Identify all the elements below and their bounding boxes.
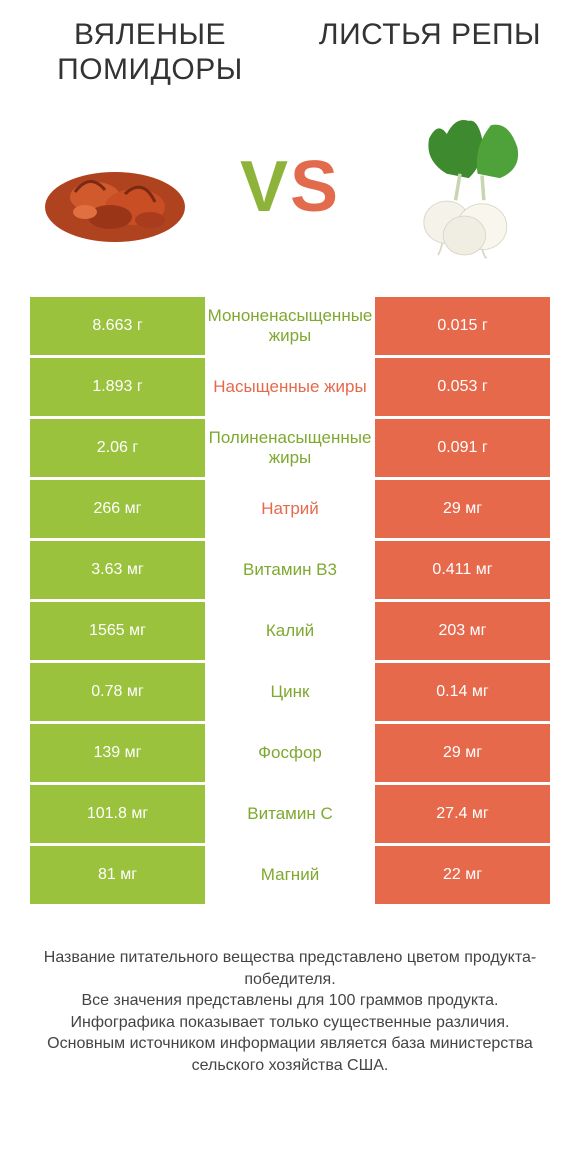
right-value-cell: 0.411 мг xyxy=(375,541,550,599)
nutrient-name-cell: Насыщенные жиры xyxy=(205,358,375,416)
nutrient-name-cell: Калий xyxy=(205,602,375,660)
left-value-cell: 2.06 г xyxy=(30,419,205,477)
left-product-image xyxy=(30,97,210,277)
table-row: 0.78 мгЦинк0.14 мг xyxy=(30,663,550,721)
right-product-image xyxy=(370,97,550,277)
table-row: 2.06 гПолиненасыщенные жиры0.091 г xyxy=(30,419,550,477)
table-row: 266 мгНатрий29 мг xyxy=(30,480,550,538)
footer-line: Основным источником информации является … xyxy=(30,1033,550,1076)
left-value-cell: 8.663 г xyxy=(30,297,205,355)
left-value-cell: 0.78 мг xyxy=(30,663,205,721)
right-value-cell: 0.015 г xyxy=(375,297,550,355)
footer-notes: Название питательного вещества представл… xyxy=(30,947,550,1077)
left-value-cell: 81 мг xyxy=(30,846,205,904)
footer-line: Инфографика показывает только существенн… xyxy=(30,1012,550,1034)
dried-tomato-icon xyxy=(35,112,205,262)
right-value-cell: 29 мг xyxy=(375,480,550,538)
comparison-table: 8.663 гМононенасыщенные жиры0.015 г1.893… xyxy=(30,297,550,907)
right-value-cell: 203 мг xyxy=(375,602,550,660)
right-value-cell: 0.14 мг xyxy=(375,663,550,721)
nutrient-name-cell: Витамин C xyxy=(205,785,375,843)
nutrient-name-cell: Мононенасыщенные жиры xyxy=(205,297,375,355)
right-value-cell: 0.053 г xyxy=(375,358,550,416)
table-row: 81 мгМагний22 мг xyxy=(30,846,550,904)
right-value-cell: 0.091 г xyxy=(375,419,550,477)
table-row: 1565 мгКалий203 мг xyxy=(30,602,550,660)
nutrient-name-cell: Полиненасыщенные жиры xyxy=(205,419,375,477)
vs-s: S xyxy=(290,147,340,227)
right-value-cell: 22 мг xyxy=(375,846,550,904)
vs-v: V xyxy=(240,147,290,227)
images-row: VS xyxy=(0,87,580,297)
right-product-title: ЛИСТЬЯ РЕПЫ xyxy=(310,18,550,87)
left-value-cell: 3.63 мг xyxy=(30,541,205,599)
left-value-cell: 1.893 г xyxy=(30,358,205,416)
table-row: 3.63 мгВитамин B30.411 мг xyxy=(30,541,550,599)
nutrient-name-cell: Фосфор xyxy=(205,724,375,782)
table-row: 139 мгФосфор29 мг xyxy=(30,724,550,782)
table-row: 8.663 гМононенасыщенные жиры0.015 г xyxy=(30,297,550,355)
left-value-cell: 101.8 мг xyxy=(30,785,205,843)
left-value-cell: 266 мг xyxy=(30,480,205,538)
table-row: 1.893 гНасыщенные жиры0.053 г xyxy=(30,358,550,416)
turnip-icon xyxy=(375,112,545,262)
left-value-cell: 139 мг xyxy=(30,724,205,782)
nutrient-name-cell: Магний xyxy=(205,846,375,904)
header: ВЯЛЕНЫЕ ПОМИДОРЫ ЛИСТЬЯ РЕПЫ xyxy=(0,0,580,87)
nutrient-name-cell: Витамин B3 xyxy=(205,541,375,599)
table-row: 101.8 мгВитамин C27.4 мг xyxy=(30,785,550,843)
right-value-cell: 27.4 мг xyxy=(375,785,550,843)
right-value-cell: 29 мг xyxy=(375,724,550,782)
vs-label: VS xyxy=(240,146,340,228)
nutrient-name-cell: Натрий xyxy=(205,480,375,538)
left-value-cell: 1565 мг xyxy=(30,602,205,660)
footer-line: Название питательного вещества представл… xyxy=(30,947,550,990)
footer-line: Все значения представлены для 100 граммо… xyxy=(30,990,550,1012)
nutrient-name-cell: Цинк xyxy=(205,663,375,721)
left-product-title: ВЯЛЕНЫЕ ПОМИДОРЫ xyxy=(30,18,270,87)
